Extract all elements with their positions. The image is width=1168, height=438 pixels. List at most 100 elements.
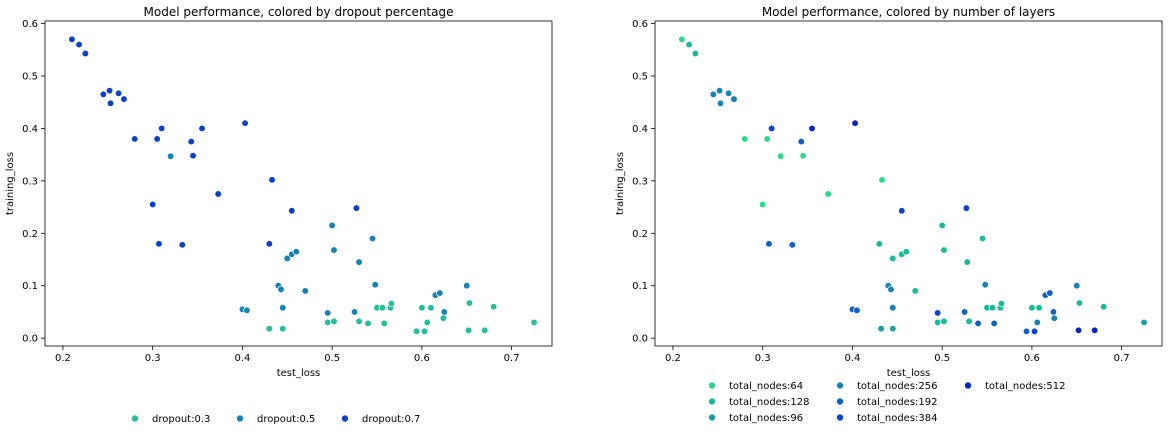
data-point — [355, 317, 363, 326]
data-point — [938, 221, 946, 230]
legend-label: total_nodes:96 — [729, 413, 803, 424]
legend-label: total_nodes:192 — [857, 397, 938, 408]
data-point — [1049, 308, 1058, 316]
data-point — [974, 319, 982, 328]
data-point — [1046, 289, 1054, 297]
y-tick-label: 0.6 — [632, 19, 648, 30]
data-point — [68, 35, 76, 43]
data-point — [997, 299, 1006, 308]
data-point — [436, 289, 444, 297]
data-point — [439, 314, 448, 322]
y-tick-label: 0.0 — [22, 334, 38, 345]
data-point — [368, 234, 377, 243]
series-3 — [877, 318, 1148, 333]
y-tick-label: 0.3 — [22, 176, 38, 187]
series-3 — [68, 35, 361, 249]
data-point — [420, 327, 429, 335]
legend-label: total_nodes:64 — [729, 381, 803, 392]
data-point — [981, 281, 989, 289]
data-point — [851, 119, 859, 127]
data-point — [131, 135, 139, 143]
data-point — [878, 176, 886, 184]
data-point — [768, 124, 776, 133]
legend: dropout:0.3 dropout:0.5 dropout:0.7 — [131, 414, 420, 425]
data-point — [301, 287, 309, 295]
data-point — [378, 304, 387, 312]
data-point — [465, 299, 474, 307]
data-point — [799, 152, 807, 160]
legend-marker — [708, 413, 716, 422]
y-axis-label: training_loss — [615, 152, 626, 215]
data-point — [940, 317, 948, 326]
data-point — [911, 287, 919, 295]
x-tick-label: 0.7 — [504, 353, 520, 364]
data-point — [1100, 303, 1108, 311]
data-point — [355, 258, 363, 266]
legend-label: total_nodes:512 — [985, 381, 1066, 392]
data-point — [889, 325, 897, 333]
series-2 — [685, 40, 1108, 327]
data-point — [990, 319, 998, 328]
x-tick-label: 0.4 — [234, 353, 250, 364]
data-point — [1022, 327, 1031, 335]
data-point — [412, 327, 421, 335]
data-point — [934, 318, 942, 327]
y-tick-label: 0.1 — [632, 281, 648, 292]
data-point — [940, 246, 948, 254]
data-point — [902, 247, 910, 256]
data-point — [120, 95, 128, 103]
data-point — [963, 258, 971, 266]
data-point — [776, 152, 785, 160]
series-7 — [808, 119, 1099, 334]
x-tick-label: 0.7 — [1114, 353, 1130, 364]
y-tick-label: 0.0 — [632, 334, 648, 345]
data-point — [371, 281, 379, 289]
chart-title: Model performance, colored by dropout pe… — [144, 5, 454, 19]
data-point — [763, 135, 771, 143]
data-point — [898, 207, 906, 215]
x-tick-label: 0.2 — [55, 353, 71, 364]
data-point — [877, 325, 885, 333]
data-point — [292, 247, 300, 256]
data-point — [324, 309, 332, 317]
data-point — [283, 254, 291, 263]
data-point — [965, 317, 973, 326]
data-point — [988, 304, 997, 312]
x-tick-label: 0.6 — [1024, 353, 1040, 364]
y-tick-label: 0.6 — [22, 19, 38, 30]
data-point — [481, 326, 489, 334]
legend-marker — [236, 414, 244, 423]
data-point — [960, 308, 969, 316]
series-1 — [678, 35, 886, 209]
data-point — [490, 303, 498, 311]
legend-label: total_nodes:128 — [729, 397, 810, 408]
y-tick-label: 0.1 — [22, 281, 38, 292]
data-point — [265, 240, 273, 248]
data-point — [875, 240, 883, 248]
data-point — [934, 309, 942, 317]
data-point — [685, 40, 693, 49]
chart-panel-1: Model performance, colored by dropout pe… — [5, 5, 553, 425]
y-tick-label: 0.5 — [22, 72, 38, 83]
data-point — [187, 137, 195, 146]
data-point — [268, 176, 276, 184]
y-tick-label: 0.2 — [22, 229, 38, 240]
x-tick-label: 0.2 — [665, 353, 681, 364]
data-point — [198, 124, 206, 133]
data-point — [440, 308, 448, 316]
data-point — [189, 152, 197, 160]
data-point — [243, 306, 251, 315]
data-point — [741, 135, 749, 143]
data-point — [978, 234, 987, 243]
data-point — [464, 326, 473, 334]
x-tick-label: 0.3 — [755, 353, 771, 364]
data-point — [716, 99, 725, 107]
data-point — [241, 119, 249, 127]
data-point — [279, 325, 287, 333]
data-point — [99, 90, 107, 99]
data-point — [1074, 326, 1083, 334]
data-point — [105, 87, 114, 95]
x-tick-label: 0.4 — [844, 353, 860, 364]
data-point — [387, 299, 396, 308]
